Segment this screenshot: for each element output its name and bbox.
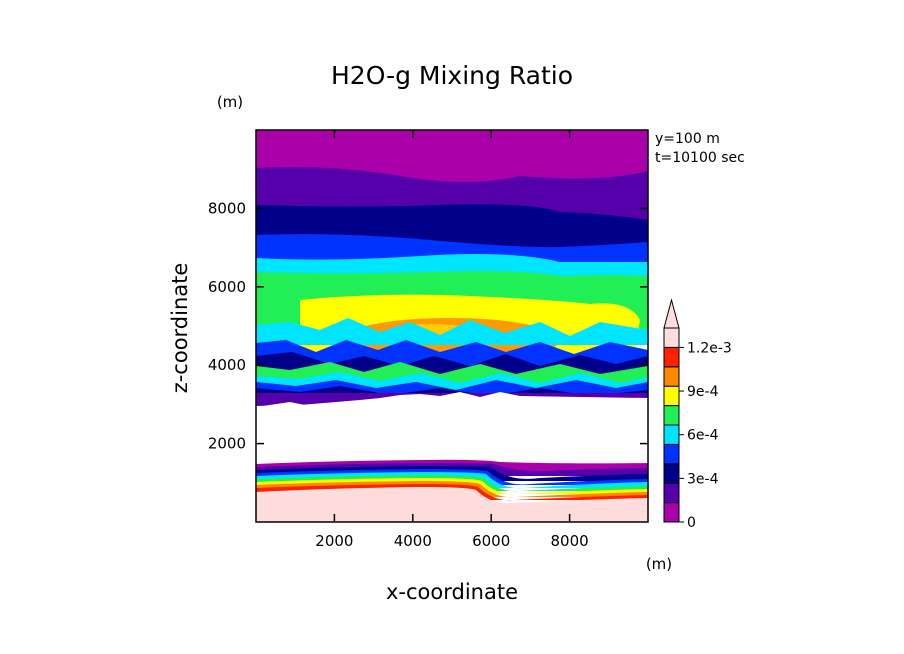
colorbar-tick-label: 0 (687, 515, 696, 531)
x-axis-ticks: 2000 4000 6000 8000 (315, 130, 589, 550)
colorbar-extend-arrow (663, 298, 680, 329)
annotation-time: t=10100 sec (655, 150, 745, 166)
colorbar-segment-0 (663, 502, 680, 523)
colorbar-tick-label: 1.2e-3 (687, 340, 732, 356)
layer-blank-region (256, 392, 648, 463)
colorbar-tick-label: 6e-4 (687, 428, 719, 444)
colorbar-segment-1 (663, 482, 680, 504)
colorbar-segment-9 (663, 327, 680, 348)
colorbar-segment-3 (663, 443, 680, 465)
y-axis-ticks: 2000 4000 6000 8000 (208, 199, 648, 453)
x-unit-label: (m) (646, 555, 672, 573)
contour-plot-area (256, 130, 648, 522)
y-tick-label: 6000 (208, 278, 246, 296)
x-tick-label: 4000 (394, 532, 432, 550)
y-tick-label: 4000 (208, 356, 246, 374)
layer-bottom-pink (256, 487, 648, 522)
x-tick-label: 2000 (315, 532, 353, 550)
colorbar-segment-6 (663, 385, 680, 407)
colorbar-tick-label: 3e-4 (687, 471, 719, 487)
x-tick-label: 6000 (472, 532, 510, 550)
x-axis-title: x-coordinate (386, 580, 518, 604)
colorbar-segment-8 (663, 346, 680, 368)
colorbar-segment-4 (663, 424, 680, 445)
colorbar-segment-7 (663, 366, 680, 387)
plot-frame (255, 129, 649, 523)
chart-title: H2O-g Mixing Ratio (331, 61, 573, 90)
colorbar: 0 3e-4 6e-4 9e-4 1.2e-3 (663, 298, 732, 531)
y-unit-label: (m) (217, 93, 243, 111)
x-tick-label: 8000 (551, 532, 589, 550)
annotation-y-position: y=100 m (655, 131, 720, 147)
colorbar-segment-2 (663, 463, 680, 484)
layer-cyan-lower (256, 318, 648, 345)
colorbar-segment-5 (663, 405, 680, 426)
y-tick-label: 8000 (208, 199, 246, 217)
y-axis-title: z-coordinate (168, 263, 192, 394)
colorbar-tick-label: 9e-4 (687, 384, 719, 400)
y-tick-label: 2000 (208, 435, 246, 453)
